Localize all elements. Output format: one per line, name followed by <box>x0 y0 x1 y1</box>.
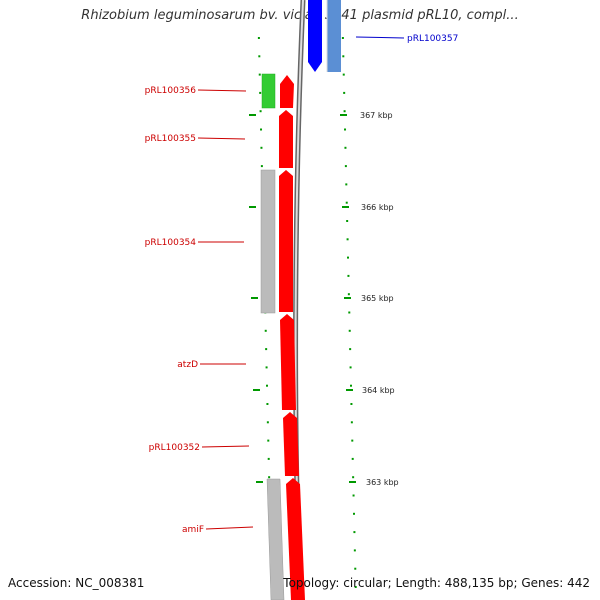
label-pRL100357[interactable]: pRL100357 <box>407 34 458 44</box>
label-pRL100356[interactable]: pRL100356 <box>145 86 197 96</box>
tick-label-366: 366 kbp <box>361 203 394 212</box>
gene-pRL100352 <box>283 412 299 476</box>
tick-label-365: 365 kbp <box>361 294 394 303</box>
gene-forward-blue <box>308 0 322 72</box>
gene-pRL100356-green <box>261 73 276 109</box>
gene-pRL100356 <box>280 75 294 108</box>
gene-pRL100357 <box>327 0 341 72</box>
tick-label-363: 363 kbp <box>366 478 399 487</box>
label-pRL100355[interactable]: pRL100355 <box>145 134 196 144</box>
gene-gray-1 <box>260 169 276 314</box>
right-tick-marks <box>341 37 357 588</box>
topology-summary: Topology: circular; Length: 488,135 bp; … <box>283 576 590 590</box>
label-atzD[interactable]: atzD <box>177 360 198 370</box>
label-pRL100352[interactable]: pRL100352 <box>149 443 200 453</box>
label-amiF[interactable]: amiF <box>182 525 204 535</box>
tick-label-364: 364 kbp <box>362 386 395 395</box>
gene-pRL100354 <box>279 170 293 312</box>
gene-atzD <box>280 314 296 410</box>
gene-amiF <box>286 478 305 600</box>
gene-gray-2 <box>266 478 285 600</box>
tick-label-367: 367 kbp <box>360 111 393 120</box>
accession-text: Accession: NC_008381 <box>8 576 145 590</box>
label-pRL100354[interactable]: pRL100354 <box>145 238 197 248</box>
gene-pRL100355 <box>279 110 293 168</box>
